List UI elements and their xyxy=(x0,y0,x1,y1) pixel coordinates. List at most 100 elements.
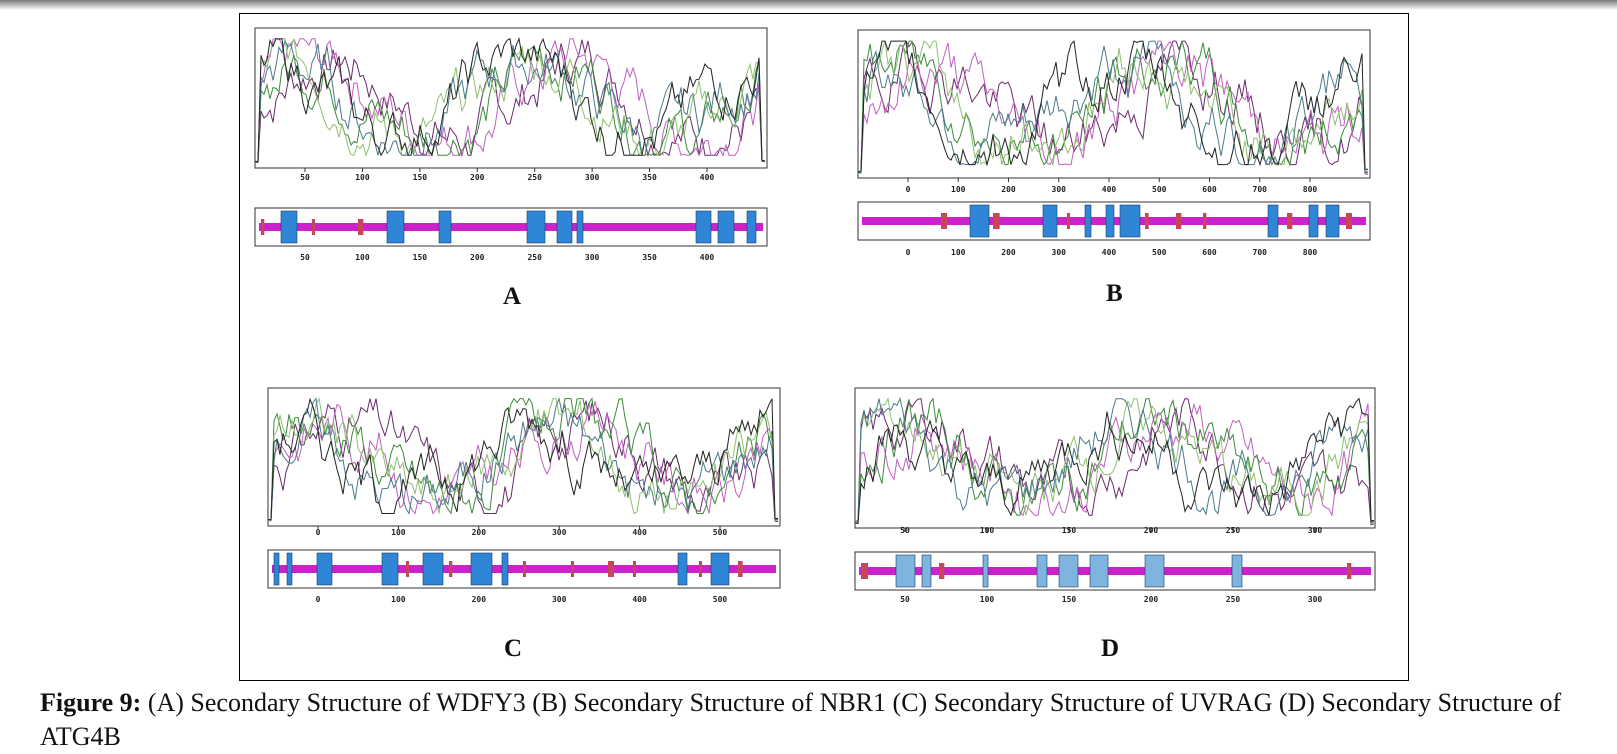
helix-segment xyxy=(1267,204,1279,238)
profile-line xyxy=(857,40,1369,176)
profile-line xyxy=(854,397,1375,525)
sequence-tick-label: 150 xyxy=(1062,595,1077,604)
axis-tick-label: 200 xyxy=(472,528,487,537)
helix-segment xyxy=(1105,204,1115,238)
axis-tick-label: 800 xyxy=(1303,185,1318,194)
profile-line xyxy=(857,40,1369,174)
profile-line xyxy=(857,40,1369,174)
axis-tick-label: 0 xyxy=(906,185,911,194)
axis-tick-label: 300 xyxy=(585,173,600,182)
helix-segment xyxy=(1058,554,1079,588)
panel-a-graphic: 50 100 150 200 250 300 350 400 50 100 150 200 250 300… xyxy=(254,27,768,262)
helix-segment xyxy=(677,552,688,586)
helix-segment xyxy=(386,210,405,244)
helix-segment xyxy=(438,210,452,244)
helix-segment xyxy=(470,552,493,586)
helix-segment xyxy=(695,210,712,244)
helix-segment xyxy=(501,552,509,586)
strand-segment xyxy=(993,213,1000,229)
strand-segment xyxy=(861,563,868,579)
axis-tick-label: 500 xyxy=(1152,185,1167,194)
panel-c: 0 100 200 300 400 500 0 100 200 300 400 500 C xyxy=(267,387,808,668)
strand-segment xyxy=(1203,213,1207,229)
axis-tick-label: 300 xyxy=(1308,526,1323,535)
axis-tick-label: 400 xyxy=(1102,185,1117,194)
axis-tick-label: 100 xyxy=(391,528,406,537)
helix-segment xyxy=(273,552,280,586)
helix-segment xyxy=(746,210,757,244)
helix-segment xyxy=(982,554,989,588)
sequence-tick-label: 250 xyxy=(1226,595,1241,604)
sequence-tick-label: 100 xyxy=(391,595,406,604)
axis-tick-label: 150 xyxy=(1062,526,1077,535)
strand-segment xyxy=(699,561,702,577)
sequence-tick-label: 100 xyxy=(980,595,995,604)
panel-a-letter: A xyxy=(503,283,522,310)
strand-segment xyxy=(312,219,315,235)
strand-segment xyxy=(358,219,364,235)
strand-segment xyxy=(1287,213,1293,229)
sequence-tick-label: 0 xyxy=(906,248,911,257)
profile-line xyxy=(267,401,779,521)
sequence-tick-label: 200 xyxy=(1144,595,1159,604)
helix-segment xyxy=(710,552,730,586)
figure-caption: Figure 9: (A) Secondary Structure of WDF… xyxy=(40,686,1610,754)
profile-line xyxy=(254,39,766,164)
axis-tick-label: 100 xyxy=(951,185,966,194)
profile-line xyxy=(857,40,1369,174)
helix-segment xyxy=(717,210,735,244)
strand-segment xyxy=(571,561,574,577)
panel-b-letter: B xyxy=(1106,280,1123,307)
axis-tick-label: 50 xyxy=(900,526,910,535)
panel-c-letter: C xyxy=(504,635,523,662)
axis-tick-label: 400 xyxy=(700,173,715,182)
panel-d: 50 100 150 200 250 300 50 100 150 200 250 300 D xyxy=(854,387,1395,668)
sequence-tick-label: 50 xyxy=(900,595,910,604)
profile-line xyxy=(267,396,779,521)
figure-caption-label: Figure 9: xyxy=(40,688,142,717)
helix-segment xyxy=(1084,204,1092,238)
strand-segment xyxy=(1347,563,1352,579)
helix-segment xyxy=(1144,554,1165,588)
axis-tick-label: 100 xyxy=(980,526,995,535)
helix-segment xyxy=(316,552,333,586)
profile-line xyxy=(857,39,1368,173)
profile-line xyxy=(267,396,779,521)
helix-segment xyxy=(422,552,444,586)
strand-segment xyxy=(1067,213,1070,229)
strand-segment xyxy=(406,561,409,577)
axis-tick-label: 50 xyxy=(300,173,310,182)
sequence-tick-label: 0 xyxy=(316,595,321,604)
helix-segment xyxy=(280,210,298,244)
profile-line xyxy=(254,36,766,162)
axis-tick-label: 100 xyxy=(355,173,370,182)
sequence-tick-label: 500 xyxy=(713,595,728,604)
sequence-tick-label: 300 xyxy=(1308,595,1323,604)
helix-segment xyxy=(286,552,293,586)
helix-segment xyxy=(1089,554,1109,588)
profile-line xyxy=(854,398,1375,526)
plot-frame xyxy=(267,387,781,527)
profile-line xyxy=(854,402,1375,523)
helix-segment xyxy=(1325,204,1340,238)
helix-segment xyxy=(576,210,584,244)
plot-frame xyxy=(857,29,1371,179)
strand-segment xyxy=(449,561,453,577)
axis-tick-label: 300 xyxy=(552,528,567,537)
axis-tick-label: 300 xyxy=(1052,185,1067,194)
panel-d-letter: D xyxy=(1101,635,1120,662)
sequence-tick-label: 300 xyxy=(552,595,567,604)
helix-segment xyxy=(556,210,573,244)
strand-segment xyxy=(939,563,945,579)
axis-tick-label: 400 xyxy=(632,528,647,537)
strand-segment xyxy=(738,561,743,577)
profile-line xyxy=(267,397,779,521)
sequence-tick-label: 200 xyxy=(1001,248,1016,257)
axis-tick-label: 200 xyxy=(470,173,485,182)
strand-segment xyxy=(633,561,636,577)
sequence-tick-label: 400 xyxy=(700,253,715,262)
sequence-tick-label: 200 xyxy=(472,595,487,604)
profile-line xyxy=(854,397,1375,523)
sequence-tick-label: 250 xyxy=(527,253,542,262)
axis-tick-label: 200 xyxy=(1001,185,1016,194)
